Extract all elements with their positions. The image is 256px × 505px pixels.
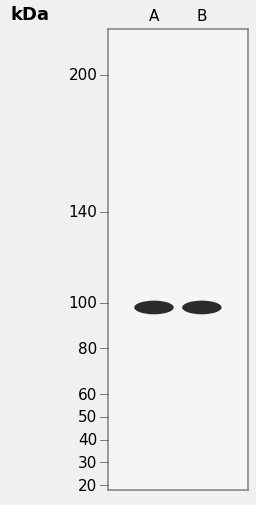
Text: 80: 80 bbox=[78, 341, 97, 357]
Ellipse shape bbox=[134, 301, 174, 315]
Ellipse shape bbox=[182, 301, 221, 315]
Text: 60: 60 bbox=[78, 387, 97, 402]
Text: 100: 100 bbox=[68, 296, 97, 311]
Text: 200: 200 bbox=[68, 68, 97, 83]
Text: A: A bbox=[149, 9, 159, 24]
Text: 30: 30 bbox=[78, 455, 97, 470]
Text: 140: 140 bbox=[68, 205, 97, 220]
Text: 50: 50 bbox=[78, 410, 97, 425]
Text: kDa: kDa bbox=[10, 6, 49, 24]
Text: B: B bbox=[197, 9, 207, 24]
Text: 40: 40 bbox=[78, 432, 97, 447]
Text: 20: 20 bbox=[78, 478, 97, 493]
